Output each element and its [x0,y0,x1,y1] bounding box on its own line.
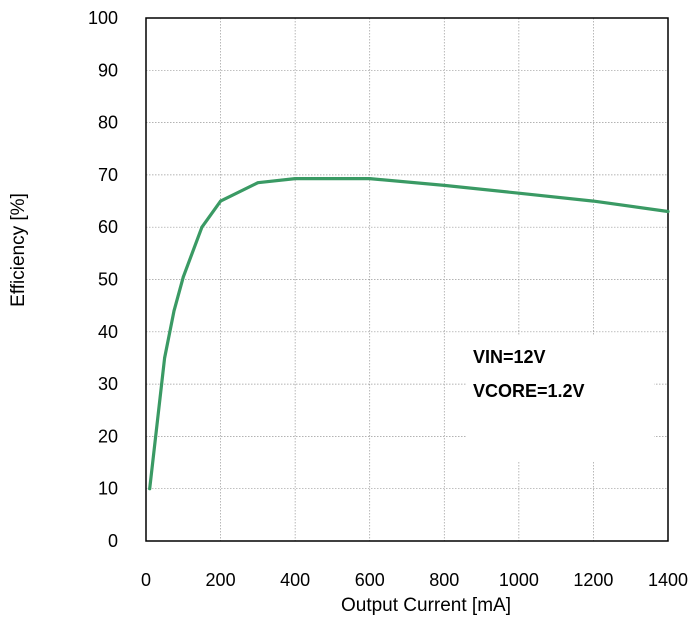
data-point [148,487,152,491]
x-tick-label: 1200 [573,570,613,590]
y-tick-label: 40 [98,322,118,342]
data-point [256,181,260,185]
y-tick-label: 50 [98,270,118,290]
y-tick-label: 80 [98,113,118,133]
grid-lines [146,18,668,541]
plot-area-frame [145,17,669,542]
annotation-vin: VIN=12V [473,347,546,367]
y-tick-label: 60 [98,217,118,237]
data-point [172,309,176,313]
x-tick-label: 0 [141,570,151,590]
annotation-background [466,335,654,461]
y-tick-label: 30 [98,374,118,394]
data-point [368,177,372,180]
y-axis-title: Efficiency [%] [8,193,29,307]
data-point [200,225,204,229]
y-tick-label: 100 [88,8,118,28]
data-point [517,191,521,195]
data-point [181,275,185,279]
x-tick-label: 1400 [648,570,688,590]
data-point [442,183,446,187]
x-axis-title: Output Current [mA] [341,595,511,616]
data-point [163,356,167,360]
series-layer [148,177,670,491]
y-tick-label: 20 [98,426,118,446]
annotation-vcore: VCORE=1.2V [473,381,585,401]
y-tick-label: 70 [98,165,118,185]
x-axis-ticks: 0 200 400 600 800 1000 1200 1400 [141,570,688,590]
y-tick-label: 10 [98,479,118,499]
x-tick-label: 600 [355,570,385,590]
data-point [293,177,297,180]
x-tick-label: 200 [206,570,236,590]
x-tick-label: 1000 [499,570,539,590]
y-tick-label: 0 [108,531,118,551]
y-tick-label: 90 [98,60,118,80]
y-axis-ticks: 0 10 20 30 40 50 60 70 80 90 100 [88,8,118,551]
data-point [219,199,222,203]
x-tick-label: 400 [280,570,310,590]
data-point [666,210,670,213]
data-point [592,199,595,203]
x-tick-label: 800 [429,570,459,590]
